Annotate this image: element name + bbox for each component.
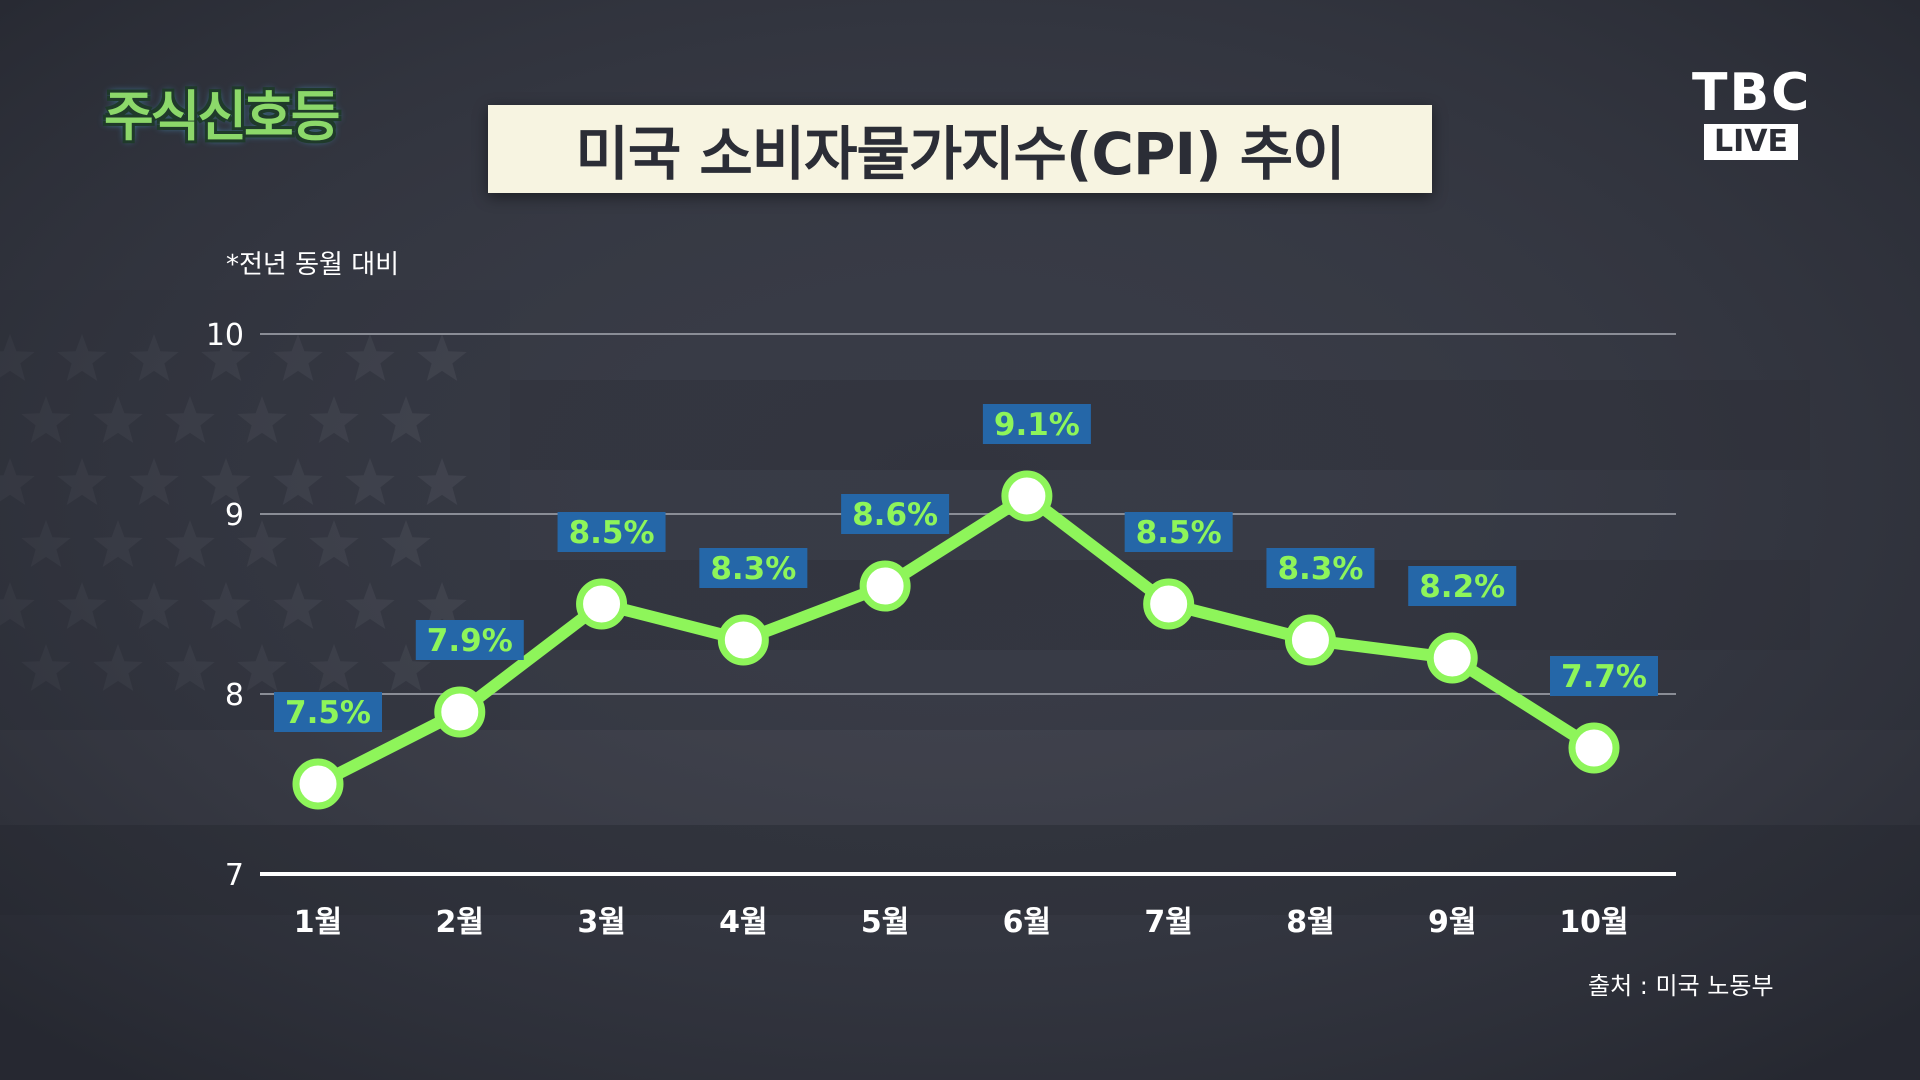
data-label: 7.5% (285, 695, 371, 731)
x-tick-label: 3월 (577, 905, 625, 940)
x-tick-label: 10월 (1559, 905, 1628, 940)
y-tick-label: 8 (225, 678, 244, 713)
source-note: 출처 : 미국 노동부 (1588, 972, 1774, 1000)
broadcaster-logo: TBC LIVE (1692, 64, 1810, 160)
data-point (859, 560, 911, 612)
x-tick-label: 5월 (861, 905, 909, 940)
chart-title: 미국 소비자물가지수(CPI) 추이 (575, 120, 1345, 188)
data-label: 8.3% (1277, 551, 1363, 587)
data-label-box (699, 548, 808, 588)
data-label-box (1124, 512, 1233, 552)
data-label-box (1266, 548, 1375, 588)
data-point (434, 686, 486, 738)
data-label: 9.1% (994, 407, 1080, 443)
data-point (717, 614, 769, 666)
data-point (1426, 632, 1478, 684)
x-tick-label: 6월 (1003, 905, 1051, 940)
y-tick-label: 9 (225, 498, 244, 533)
x-tick-label: 9월 (1428, 905, 1476, 940)
live-badge: LIVE (1704, 124, 1798, 160)
data-label-box (982, 404, 1091, 444)
data-point (292, 758, 344, 810)
data-point (576, 578, 628, 630)
comparison-note: *전년 동월 대비 (226, 250, 400, 280)
y-tick-label: 7 (225, 858, 244, 893)
x-tick-label: 2월 (436, 905, 484, 940)
broadcaster-name: TBC (1692, 63, 1812, 123)
title-box: 미국 소비자물가지수(CPI) 추이 (488, 105, 1432, 193)
data-point (1284, 614, 1336, 666)
data-label: 7.9% (427, 623, 513, 659)
program-logo: 주식신호등 (104, 85, 340, 148)
data-point (1001, 470, 1053, 522)
data-label: 8.6% (852, 497, 938, 533)
x-tick-label: 7월 (1144, 905, 1192, 940)
data-label: 8.3% (710, 551, 796, 587)
x-tick-label: 1월 (294, 905, 342, 940)
data-point (1568, 722, 1620, 774)
data-label-box (1408, 566, 1517, 606)
data-label-box (415, 620, 524, 660)
data-label-box (274, 692, 382, 732)
x-tick-label: 4월 (719, 905, 767, 940)
x-tick-label: 8월 (1286, 905, 1334, 940)
data-label-box (1550, 656, 1658, 696)
data-label: 8.2% (1419, 569, 1505, 605)
data-label-box (557, 512, 666, 552)
data-label-box (841, 494, 950, 534)
y-tick-label: 10 (206, 318, 244, 353)
data-label: 7.7% (1561, 659, 1647, 695)
data-label: 8.5% (1136, 515, 1222, 551)
data-point (1143, 578, 1195, 630)
series-line (312, 490, 1600, 790)
data-label: 8.5% (569, 515, 655, 551)
